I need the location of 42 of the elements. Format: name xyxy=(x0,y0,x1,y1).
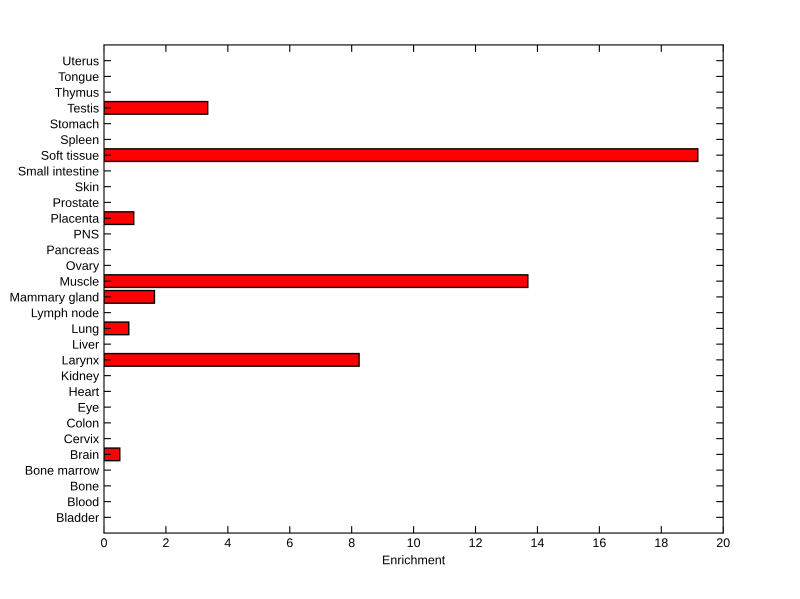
y-tick-label: Blood xyxy=(68,497,98,506)
y-tick-label: Skin xyxy=(75,182,98,192)
y-tick-label: Liver xyxy=(73,340,99,349)
x-tick-label: 12 xyxy=(470,538,482,548)
y-tick-label: Eye xyxy=(78,403,99,414)
y-tick-label: Thymus xyxy=(54,88,99,100)
y-tick-label: Larynx xyxy=(62,356,100,368)
y-tick-label: Kidney xyxy=(62,371,100,383)
y-tick-label: Placenta xyxy=(52,214,100,223)
y-tick-label: Testis xyxy=(67,103,99,113)
y-tick-label: Muscle xyxy=(60,276,99,286)
x-tick-label: 16 xyxy=(593,538,606,548)
y-tick-label: Lymph node xyxy=(32,308,99,320)
x-tick-label: 0 xyxy=(101,538,107,548)
y-tick-label: Prostate xyxy=(54,198,99,208)
x-tick-label: 18 xyxy=(655,538,668,548)
y-tick-label: Stomach xyxy=(50,119,98,128)
y-tick-label: Uterus xyxy=(63,56,99,66)
y-tick-label: Lung xyxy=(72,324,98,336)
y-tick-label: Spleen xyxy=(60,134,98,147)
x-tick-label: 4 xyxy=(224,538,231,548)
x-tick-label: 14 xyxy=(531,538,544,548)
x-tick-label: 20 xyxy=(716,538,730,548)
y-tick-label: Bladder xyxy=(57,512,99,522)
x-tick-label: 10 xyxy=(408,538,420,548)
y-tick-label: Bone marrow xyxy=(26,466,100,475)
y-tick-label: Small intestine xyxy=(18,166,99,176)
x-tick-label: 8 xyxy=(348,538,355,548)
x-tick-label: 2 xyxy=(163,538,169,548)
y-tick-label: Cervix xyxy=(64,434,100,444)
y-tick-label: Colon xyxy=(67,418,98,428)
y-tick-label: PNS xyxy=(74,230,99,239)
y-tick-label: Tongue xyxy=(58,72,99,84)
y-tick-label: Bone xyxy=(70,482,99,491)
x-axis-title: Enrichment xyxy=(383,555,446,564)
y-tick-label: Soft tissue xyxy=(41,150,99,160)
y-tick-label: Mammary gland xyxy=(10,292,98,304)
y-tick-label: Heart xyxy=(70,387,100,396)
x-tick-label: 6 xyxy=(286,538,293,548)
y-tick-label: Pancreas xyxy=(47,246,99,254)
y-tick-label: Brain xyxy=(70,450,98,460)
y-tick-label: Ovary xyxy=(66,261,100,273)
